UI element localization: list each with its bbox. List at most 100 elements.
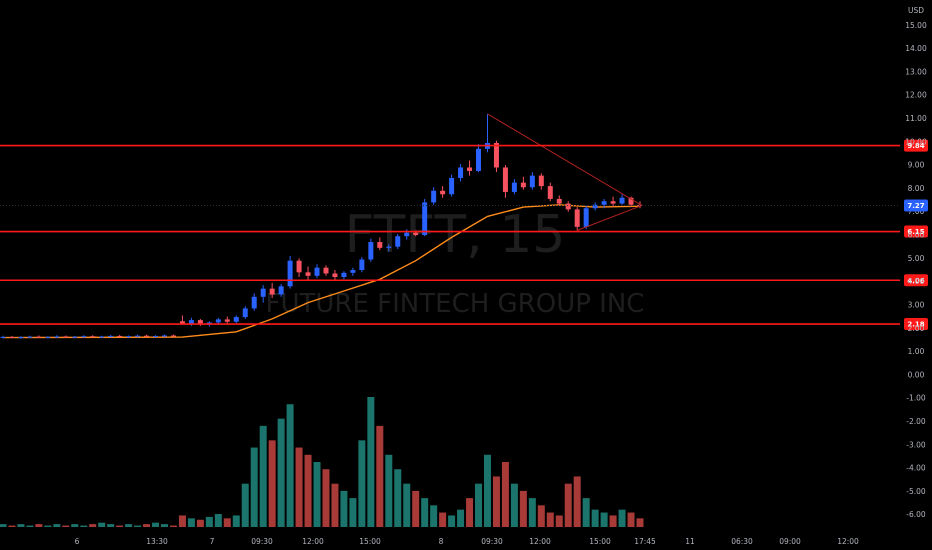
- last-price: 7.27: [0, 199, 928, 212]
- volume-bar: [358, 440, 366, 527]
- candle-body: [153, 335, 159, 337]
- candle-body: [601, 201, 607, 205]
- price-axis[interactable]: USD 15.00 14.00 13.00 12.00 11.00 10.00 9.00 8.…: [905, 6, 927, 519]
- candle-body: [404, 232, 410, 237]
- time-tick-label: 12:00: [302, 537, 324, 546]
- volume-bar: [250, 447, 258, 527]
- volume-bar: [214, 514, 222, 527]
- candle-body: [36, 336, 42, 338]
- candle-body: [18, 337, 24, 339]
- volume-bar: [26, 525, 34, 527]
- candle-body: [179, 321, 185, 324]
- price-tick-label: -4.00: [906, 464, 926, 473]
- volume-bar: [53, 524, 61, 527]
- volume-bar: [331, 483, 339, 527]
- ma-line: [2, 204, 641, 339]
- triangle-upper-line: [487, 113, 643, 206]
- volume-bar: [35, 524, 43, 527]
- candle-body: [413, 232, 419, 236]
- candle-body: [63, 336, 69, 338]
- volume-bar: [17, 524, 25, 527]
- time-axis[interactable]: 6 13:30 7 09:30 12:00 15:00 8 09:30 12:00 15:00 17…: [75, 537, 859, 546]
- volume-bar: [483, 454, 491, 527]
- level-label-box: [904, 225, 928, 238]
- watermark-company: FUTURE FINTECH GROUP INC: [266, 289, 645, 319]
- level-label: 9.84: [907, 142, 924, 150]
- volume-bar: [80, 525, 88, 527]
- volume-bar: [501, 462, 509, 527]
- price-tick-label: 7.00: [908, 207, 925, 216]
- volume-bar: [143, 524, 151, 527]
- price-tick-label: 12.00: [905, 91, 927, 100]
- volume-bar: [528, 498, 536, 527]
- volume-bar: [44, 525, 52, 527]
- time-tick-label: 6: [75, 537, 80, 546]
- volume-bar: [412, 490, 420, 527]
- volume-bar: [89, 524, 97, 527]
- volume-bar: [492, 476, 500, 527]
- level-label-box: [904, 318, 928, 331]
- volume-bar: [107, 524, 115, 527]
- volume-bar: [277, 418, 285, 527]
- triangle-pattern[interactable]: [487, 113, 643, 231]
- candle-body: [440, 190, 446, 195]
- volume-bar: [636, 518, 644, 527]
- volume-bar: [223, 518, 231, 527]
- candle-body: [108, 335, 114, 337]
- volume-bar: [430, 505, 438, 527]
- candle-body: [395, 236, 401, 247]
- candle-body: [161, 335, 167, 337]
- candle-body: [538, 175, 544, 187]
- candle-body: [170, 335, 176, 337]
- candle-body: [215, 319, 221, 323]
- last-price-box: [904, 199, 928, 212]
- volume-bar: [466, 498, 474, 527]
- level-label-box: [904, 139, 928, 152]
- volume-bar: [510, 483, 518, 527]
- volume-bar: [457, 509, 465, 527]
- volume-bar: [322, 469, 330, 527]
- candle-body: [72, 336, 78, 338]
- time-tick-label: 11: [685, 537, 695, 546]
- volume-bar: [546, 512, 554, 527]
- price-tick-label: 8.00: [908, 184, 925, 193]
- volume-bar: [62, 525, 70, 527]
- candle-body: [27, 336, 33, 338]
- volume-bar: [582, 498, 590, 527]
- volume-bar: [268, 440, 276, 527]
- volume-bar: [205, 516, 213, 527]
- candle-body: [224, 319, 230, 322]
- candle-body: [45, 336, 51, 338]
- moving-average: [2, 204, 641, 339]
- volume-bar: [403, 483, 411, 527]
- price-tick-label: 15.00: [905, 21, 927, 30]
- volume-bar: [152, 522, 160, 527]
- candle-body: [117, 335, 123, 337]
- volume-bar: [259, 425, 267, 527]
- price-tick-label: 14.00: [905, 44, 927, 53]
- volume-bar: [125, 524, 133, 527]
- volume-bar: [169, 525, 177, 527]
- volume-bar: [519, 490, 527, 527]
- candle-body: [323, 267, 329, 274]
- volume-bar: [340, 490, 348, 527]
- candle-body: [197, 320, 203, 325]
- candle-body: [574, 209, 580, 227]
- horizontal-levels[interactable]: 9.84 6.15 4.06 2.18: [0, 139, 928, 331]
- price-tick-label: -2.00: [906, 417, 926, 426]
- volume-bar: [8, 525, 16, 527]
- candle-body: [583, 208, 589, 227]
- candle-body: [628, 197, 634, 205]
- time-tick-label: 09:30: [481, 537, 503, 546]
- candle-body: [305, 272, 311, 276]
- candle-body: [610, 201, 616, 204]
- candle-body: [556, 198, 562, 204]
- price-tick-label: -3.00: [906, 440, 926, 449]
- volume-bar: [304, 454, 312, 527]
- time-tick-label: 7: [210, 537, 215, 546]
- volume-bar: [349, 498, 357, 527]
- candles: [0, 113, 643, 339]
- candle-body: [242, 308, 248, 318]
- candle-body: [431, 190, 437, 203]
